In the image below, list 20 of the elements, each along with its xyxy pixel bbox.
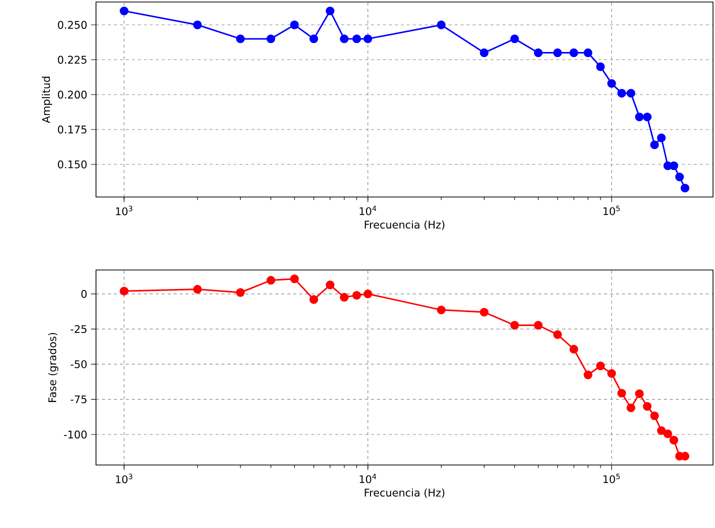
y-axis-title: Amplitud [42, 76, 52, 124]
y-tick-label: -75 [70, 395, 86, 404]
x-tick-label: 10$^{4}$ [360, 474, 376, 484]
x-axis-title: Frecuencia (Hz) [364, 220, 444, 230]
y-tick-label: 0 [81, 290, 87, 298]
y-tick-label: -50 [70, 360, 87, 368]
x-tick-label: 10$^{5}$ [604, 474, 620, 484]
y-tick-label: 0.225 [58, 56, 86, 64]
y-tick-label: 0.250 [58, 20, 87, 29]
y-tick-label: 0.150 [58, 160, 87, 168]
y-axis-title: Fase (grados) [48, 332, 58, 402]
y-tick-label: 0.175 [58, 126, 86, 134]
x-tick-label: 10$^{5}$ [604, 206, 620, 216]
x-tick-label: 10$^{3}$ [116, 206, 132, 216]
x-tick-label: 10$^{3}$ [116, 474, 132, 484]
x-tick-label: 10$^{4}$ [360, 206, 376, 216]
x-axis-title: Frecuencia (Hz) [364, 488, 444, 498]
y-tick-label: 0.200 [58, 90, 87, 99]
y-tick-label: -25 [70, 325, 86, 334]
y-tick-label: -100 [64, 430, 87, 438]
